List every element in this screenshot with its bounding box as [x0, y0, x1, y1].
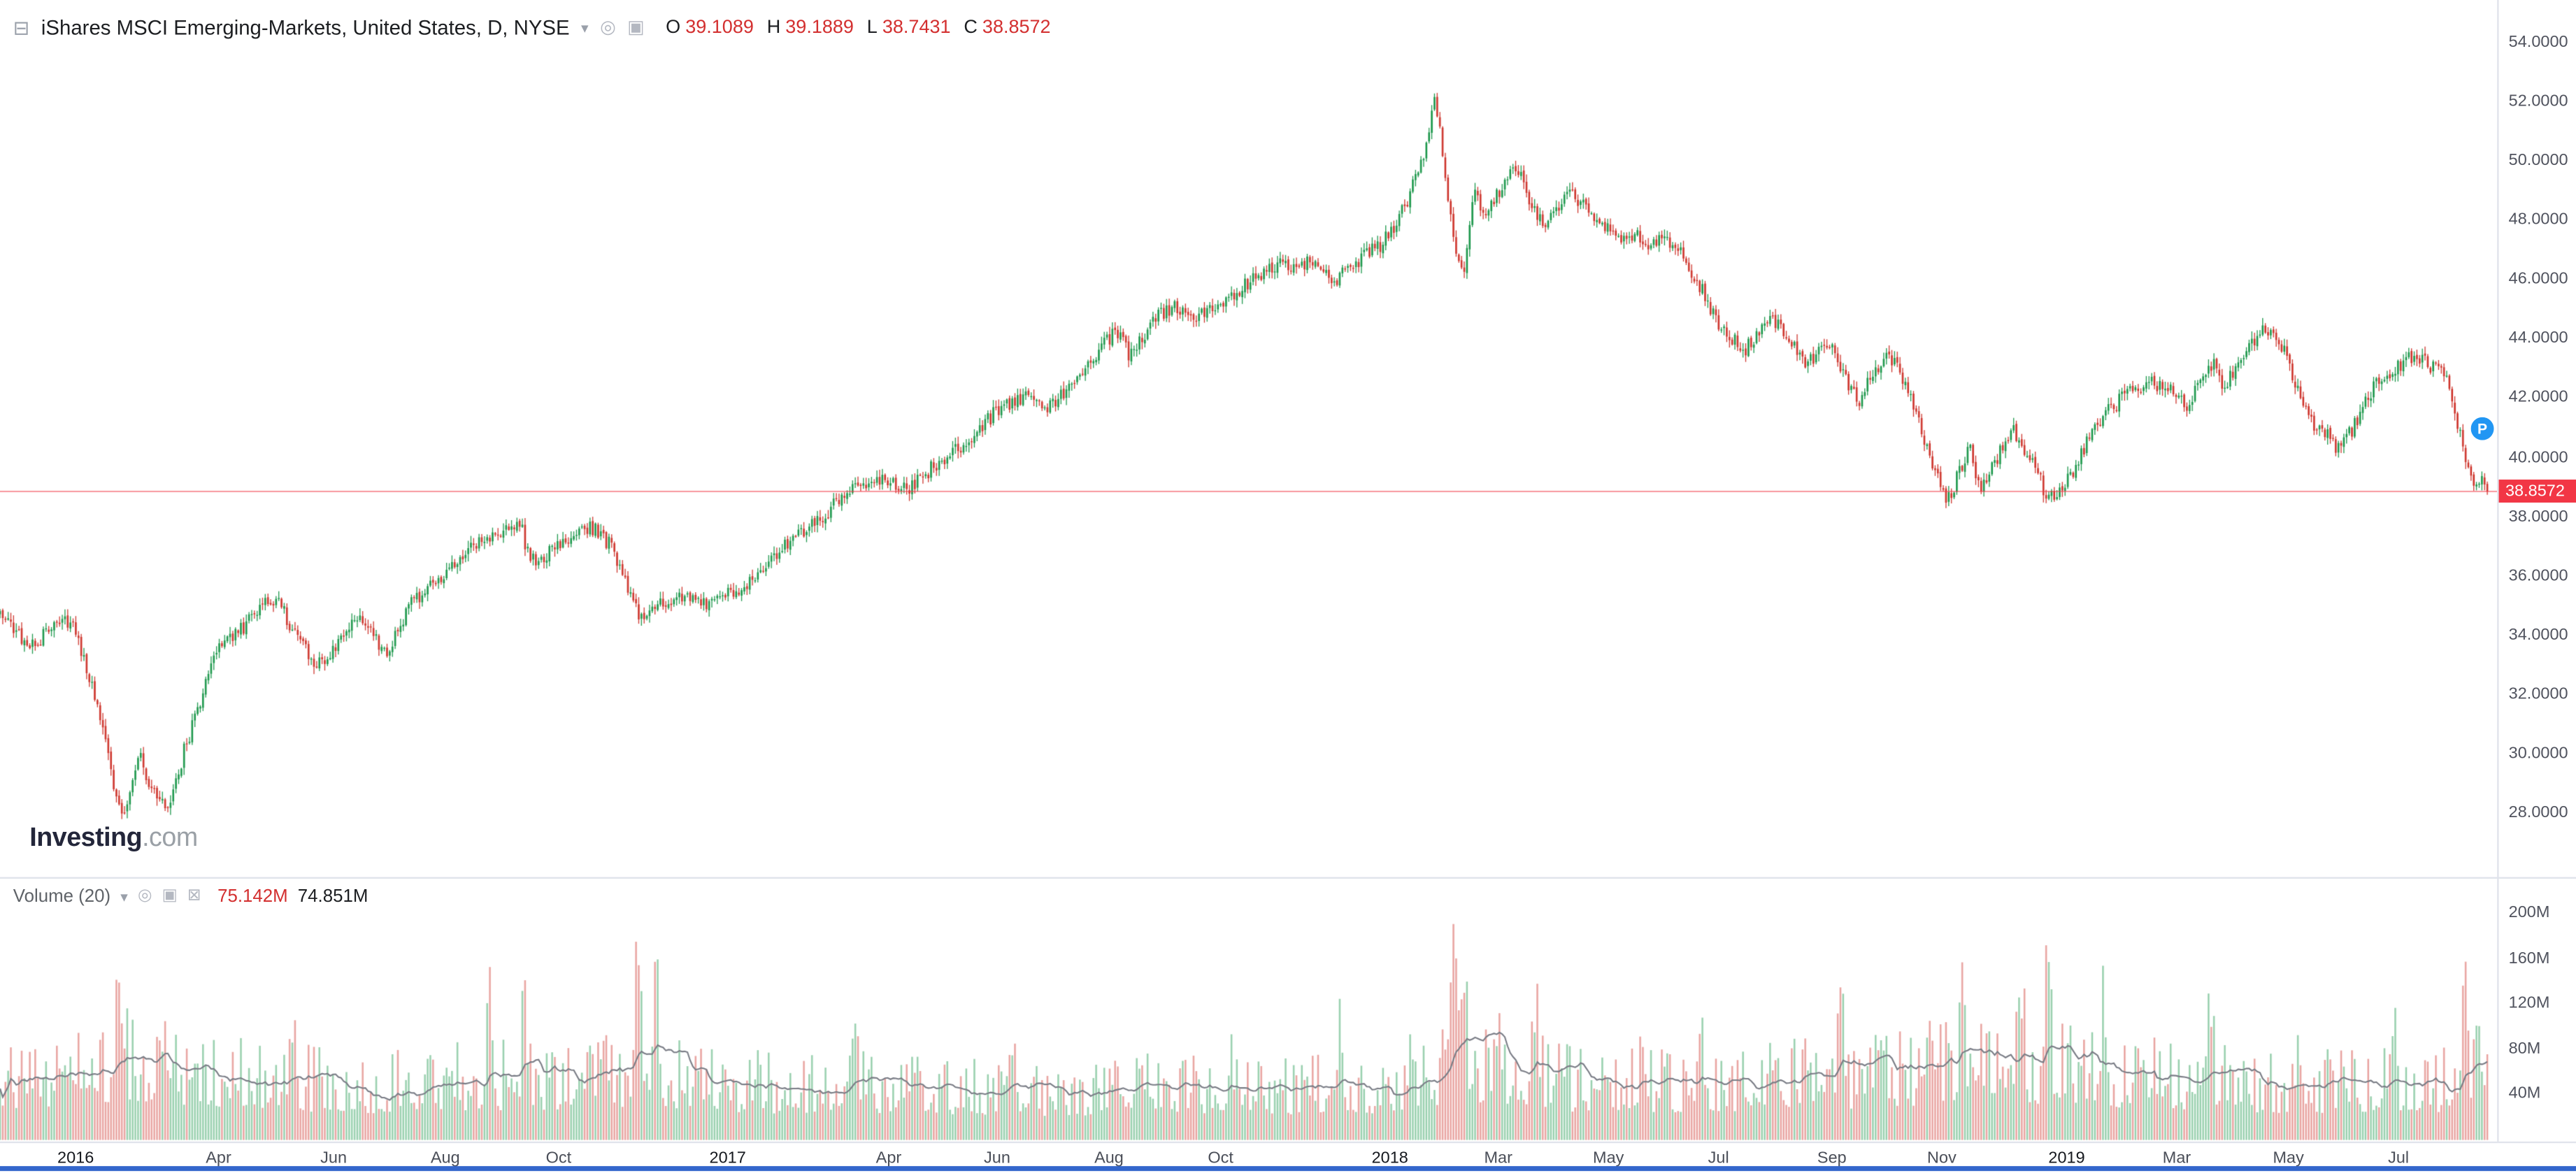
- volume-axis-label: 120M: [2508, 994, 2550, 1013]
- time-axis-month-label: Apr: [875, 1149, 902, 1168]
- volume-ma-value: 74.851M: [297, 886, 368, 907]
- price-axis-label: 32.0000: [2508, 685, 2568, 704]
- low-label: L: [866, 17, 878, 38]
- price-axis[interactable]: 54.0000 52.0000 50.0000 48.0000 46.0000 44.00…: [2497, 0, 2576, 1142]
- indicator-close-icon[interactable]: ⊠: [187, 886, 201, 905]
- high-label: H: [766, 17, 781, 38]
- chart-snapshot-icon[interactable]: ▣: [627, 17, 645, 37]
- pane-divider: [0, 877, 2576, 879]
- time-axis-year-label: 2018: [1371, 1149, 1408, 1168]
- last-price-tag: 38.8572: [2498, 480, 2576, 503]
- chevron-down-icon[interactable]: ▾: [581, 19, 589, 36]
- price-axis-label: 44.0000: [2508, 329, 2568, 348]
- logo-brand-text: Investing: [29, 824, 143, 853]
- ohlc-readout: O 39.1089 H 39.1889 L 38.7431 C 38.8572: [666, 18, 1050, 38]
- collapse-panel-icon[interactable]: ⊟: [13, 16, 30, 40]
- indicator-settings-icon[interactable]: ▣: [162, 886, 178, 905]
- volume-indicator-label[interactable]: Volume (20): [13, 886, 111, 907]
- close-value: 38.8572: [982, 17, 1051, 38]
- price-axis-label: 30.0000: [2508, 744, 2568, 763]
- investing-com-logo: Investing.com: [29, 824, 198, 854]
- price-axis-label: 34.0000: [2508, 626, 2568, 645]
- ohlc-open: O 39.1089: [666, 18, 754, 38]
- time-axis-month-label: Mar: [1484, 1149, 1512, 1168]
- time-axis-month-label: Oct: [1208, 1149, 1233, 1168]
- price-axis-label: 38.0000: [2508, 508, 2568, 526]
- close-label: C: [964, 17, 978, 38]
- volume-axis-label: 80M: [2508, 1039, 2541, 1058]
- open-label: O: [666, 17, 681, 38]
- time-axis-month-label: Jun: [984, 1149, 1010, 1168]
- time-axis-month-label: Mar: [2162, 1149, 2191, 1168]
- volume-axis-label: 40M: [2508, 1084, 2541, 1103]
- footer-accent-bar: [0, 1166, 2576, 1172]
- price-axis-label: 50.0000: [2508, 152, 2568, 171]
- symbol-title[interactable]: iShares MSCI Emerging-Markets, United St…: [41, 16, 570, 40]
- time-axis-month-label: Oct: [545, 1149, 572, 1168]
- time-axis-year-label: 2019: [2048, 1149, 2085, 1168]
- time-axis-month-label: Nov: [1927, 1149, 1956, 1168]
- chevron-down-icon[interactable]: ▾: [120, 887, 128, 905]
- volume-axis-label: 160M: [2508, 949, 2550, 967]
- time-axis-month-label: Jul: [1708, 1149, 1729, 1168]
- time-axis-month-label: Aug: [430, 1149, 460, 1168]
- volume-indicator-header: Volume (20) ▾ ◎ ▣ ⊠ 75.142M 74.851M: [13, 887, 368, 907]
- high-value: 39.1889: [785, 17, 854, 38]
- price-axis-label: 28.0000: [2508, 804, 2568, 822]
- logo-suffix-text: .com: [142, 824, 198, 853]
- chart-settings-icon[interactable]: ◎: [600, 17, 616, 37]
- volume-current-value: 75.142M: [217, 886, 288, 907]
- candlestick-volume-canvas[interactable]: [0, 0, 2498, 1172]
- volume-axis-label: 200M: [2508, 904, 2550, 923]
- ohlc-low: L 38.7431: [867, 18, 951, 38]
- ohlc-high: H 39.1889: [767, 18, 854, 38]
- time-axis-month-label: Aug: [1094, 1149, 1124, 1168]
- price-axis-label: 54.0000: [2508, 34, 2568, 52]
- time-axis-month-label: Apr: [206, 1149, 231, 1168]
- price-axis-label: 42.0000: [2508, 389, 2568, 408]
- time-axis-month-label: May: [2273, 1149, 2304, 1168]
- ohlc-close: C 38.8572: [964, 18, 1050, 38]
- time-axis-year-label: 2016: [57, 1149, 94, 1168]
- time-axis-month-label: Sep: [1817, 1149, 1847, 1168]
- price-axis-label: 40.0000: [2508, 448, 2568, 467]
- time-axis-month-label: May: [1593, 1149, 1624, 1168]
- time-axis-month-label: Jul: [2388, 1149, 2410, 1168]
- price-axis-label: 36.0000: [2508, 567, 2568, 585]
- time-axis-month-label: Jun: [320, 1149, 348, 1168]
- price-axis-label: 48.0000: [2508, 211, 2568, 230]
- indicator-visibility-icon[interactable]: ◎: [137, 886, 152, 905]
- price-axis-label: 52.0000: [2508, 92, 2568, 111]
- open-value: 39.1089: [685, 17, 754, 38]
- time-axis-year-label: 2017: [709, 1149, 746, 1168]
- publication-marker-badge[interactable]: P: [2470, 417, 2494, 440]
- chart-header: ⊟ iShares MSCI Emerging-Markets, United …: [13, 13, 1051, 43]
- low-value: 38.7431: [882, 17, 951, 38]
- price-axis-label: 46.0000: [2508, 271, 2568, 289]
